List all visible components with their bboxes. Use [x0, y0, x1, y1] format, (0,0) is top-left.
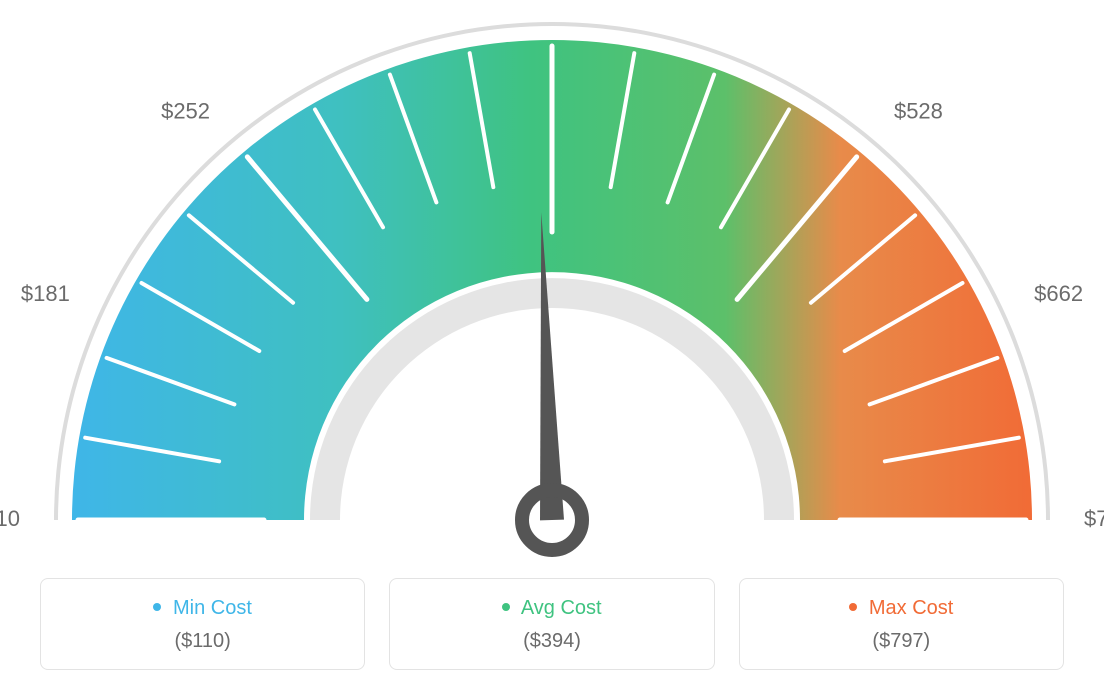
- gauge-tick-label: $662: [1034, 281, 1083, 306]
- legend-dot-min: [153, 603, 161, 611]
- legend-card-max: Max Cost ($797): [739, 578, 1064, 670]
- legend-row: Min Cost ($110) Avg Cost ($394) Max Cost…: [40, 578, 1064, 670]
- legend-value-max: ($797): [750, 630, 1053, 653]
- legend-card-min: Min Cost ($110): [40, 578, 365, 670]
- gauge-tick-label: $528: [894, 98, 943, 123]
- gauge-tick-label: $110: [0, 506, 20, 531]
- gauge-area: $110$181$252$394$528$662$797: [0, 0, 1104, 560]
- legend-title-avg: Avg Cost: [400, 597, 703, 620]
- legend-label-min: Min Cost: [173, 597, 252, 619]
- legend-title-min: Min Cost: [51, 597, 354, 620]
- gauge-tick-label: $797: [1084, 506, 1104, 531]
- gauge-svg: $110$181$252$394$528$662$797: [0, 0, 1104, 560]
- cost-gauge-chart: $110$181$252$394$528$662$797 Min Cost ($…: [0, 0, 1104, 690]
- gauge-tick-label: $181: [21, 281, 70, 306]
- legend-dot-avg: [502, 603, 510, 611]
- legend-dot-max: [849, 603, 857, 611]
- legend-value-avg: ($394): [400, 630, 703, 653]
- legend-card-avg: Avg Cost ($394): [389, 578, 714, 670]
- legend-label-avg: Avg Cost: [521, 597, 602, 619]
- legend-label-max: Max Cost: [869, 597, 953, 619]
- gauge-tick-label: $252: [161, 98, 210, 123]
- legend-title-max: Max Cost: [750, 597, 1053, 620]
- legend-value-min: ($110): [51, 630, 354, 653]
